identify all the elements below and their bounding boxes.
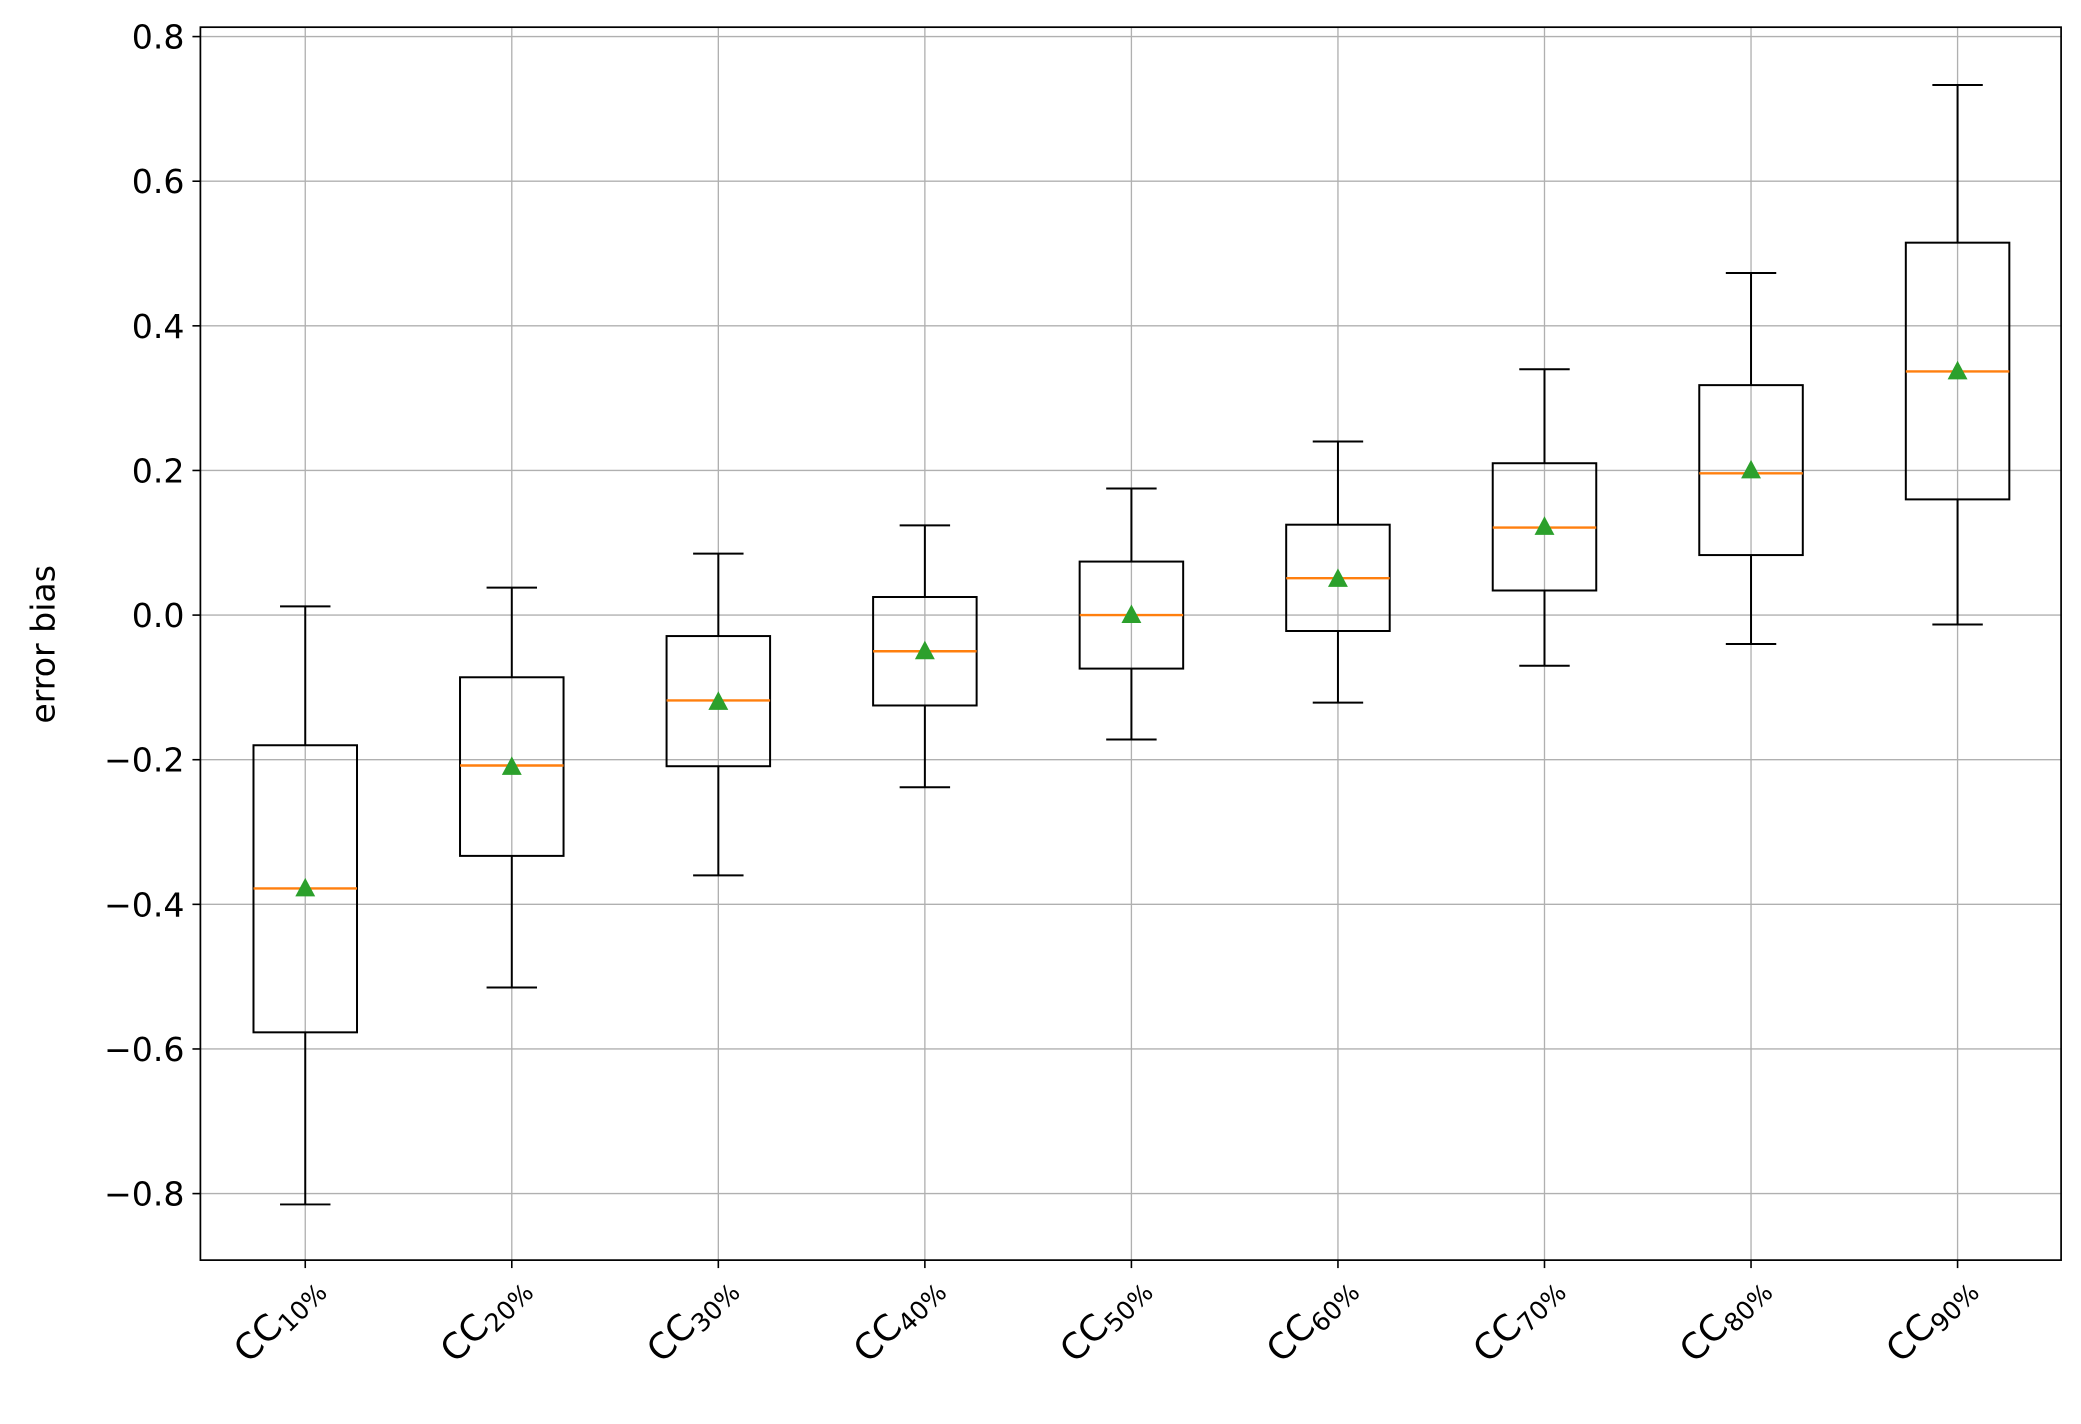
y-tick-label: −0.8 xyxy=(104,1175,185,1214)
boxes xyxy=(252,84,2011,1206)
box-CC50% xyxy=(1078,487,1185,741)
y-tick-label: 0.2 xyxy=(132,451,185,490)
y-tick-label: 0.0 xyxy=(132,596,185,635)
box-CC40% xyxy=(872,524,978,789)
x-tick-label: CC50% xyxy=(1052,1267,1159,1374)
x-tick-label: CC40% xyxy=(846,1267,953,1374)
box-CC70% xyxy=(1491,368,1598,667)
y-axis-label: error bias xyxy=(23,565,62,724)
mean-marker xyxy=(295,877,316,897)
x-axis: CC10% CC20% CC30% CC40% CC50% CC60% CC70% CC80%… xyxy=(226,1260,1986,1374)
x-tick-label: CC80% xyxy=(1672,1267,1779,1374)
x-tick-label: CC60% xyxy=(1259,1267,1366,1374)
y-tick-label: 0.8 xyxy=(132,18,185,57)
box-CC80% xyxy=(1698,272,1804,646)
mean-marker xyxy=(708,691,729,710)
grid xyxy=(200,27,2062,1261)
mean-marker xyxy=(1741,459,1761,479)
y-tick-label: −0.6 xyxy=(104,1030,185,1069)
mean-marker xyxy=(501,756,522,775)
mean-marker xyxy=(914,640,935,660)
iqr-box xyxy=(1698,384,1804,557)
x-tick-label: CC30% xyxy=(639,1267,746,1374)
x-tick-label: CC90% xyxy=(1879,1267,1986,1374)
mean-marker xyxy=(1327,568,1348,587)
x-tick-label: CC10% xyxy=(226,1267,333,1374)
axes-frame xyxy=(199,26,2062,1261)
box-CC90% xyxy=(1904,84,2011,626)
box-CC30% xyxy=(665,552,772,877)
box-CC60% xyxy=(1285,440,1391,704)
mean-marker xyxy=(1534,516,1555,535)
box-CC10% xyxy=(252,605,359,1206)
box-CC20% xyxy=(459,586,565,989)
mean-marker xyxy=(1947,360,1968,380)
y-tick-label: −0.2 xyxy=(104,741,185,780)
mean-marker xyxy=(1121,604,1142,624)
x-tick-label: CC20% xyxy=(433,1267,540,1374)
y-tick-label: 0.4 xyxy=(132,307,185,346)
y-axis: −0.8 −0.6 −0.4 −0.2 0.0 0.2 0.4 0.6 0.8 xyxy=(104,18,201,1214)
y-tick-label: 0.6 xyxy=(132,162,185,201)
x-tick-label: CC70% xyxy=(1465,1267,1572,1374)
y-tick-label: −0.4 xyxy=(104,885,185,924)
